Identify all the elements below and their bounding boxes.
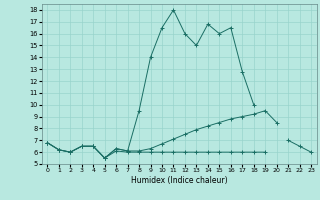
X-axis label: Humidex (Indice chaleur): Humidex (Indice chaleur) (131, 176, 228, 185)
